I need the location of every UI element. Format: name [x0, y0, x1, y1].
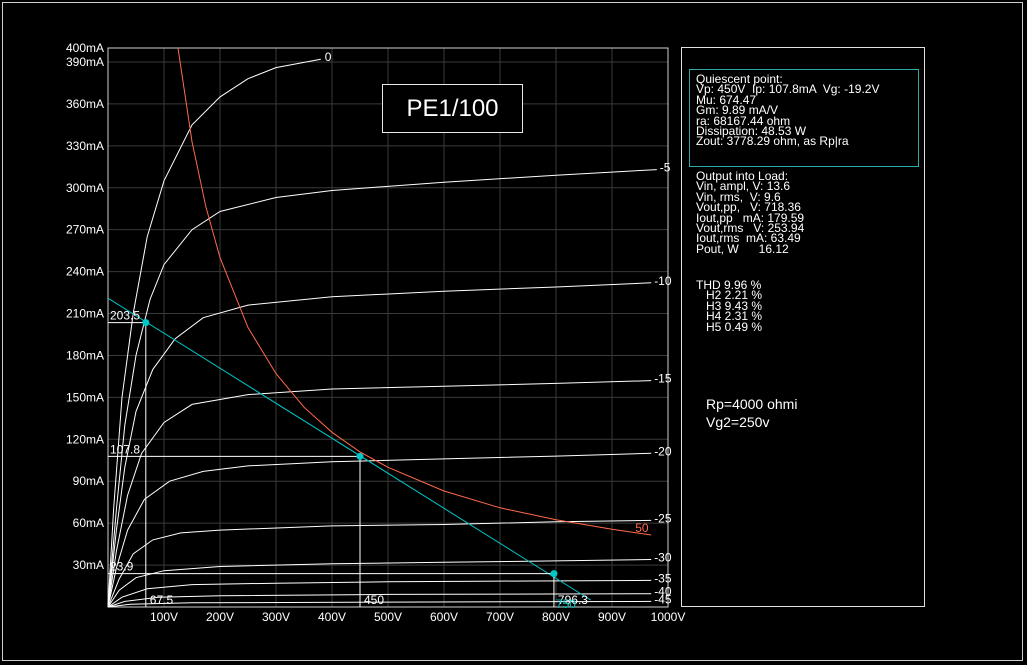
output-heading: Output into Load: [696, 169, 789, 183]
quiescent-line: ra: 68167.44 ohm [696, 113, 791, 128]
quiescent-line: Vp: 450V Ip: 107.8mA Vg: -19.2V [696, 82, 880, 97]
operating-point-marker [142, 319, 150, 327]
x-tick-label: 900V [598, 610, 626, 624]
harmonic-line: H3 9.43 % [696, 298, 763, 313]
output-line: Vin, ampl, V: 13.6 [696, 179, 791, 194]
y-tick-label: 240mA [66, 265, 104, 279]
x-tick-label: 500V [374, 610, 402, 624]
curve-grid-voltage-label: -35 [654, 571, 672, 585]
operating-point-current-label: 23.9 [110, 560, 134, 574]
x-tick-label: 1000V [651, 610, 686, 624]
operating-point-voltage-label-secondary: 750 [556, 597, 576, 611]
quiescent-box [689, 69, 919, 167]
y-tick-label: 300mA [66, 181, 104, 195]
x-tick-label: 200V [206, 610, 234, 624]
rp-label: Rp=4000 ohmi [706, 396, 798, 412]
x-tick-label: 600V [430, 610, 458, 624]
output-line: Iout,pp mA: 179.59 [696, 210, 805, 225]
y-tick-label: 390mA [66, 55, 104, 69]
anode-curve [107, 600, 652, 608]
harmonic-line: H2 2.21 % [696, 288, 763, 303]
chart-title: PE1/100 [382, 84, 523, 133]
harmonic-line: H4 2.31 % [696, 309, 763, 324]
y-tick-label: 330mA [66, 139, 104, 153]
y-tick-label: 270mA [66, 223, 104, 237]
x-tick-label: 100V [150, 610, 178, 624]
operating-point-marker [356, 452, 364, 460]
anode-curve [107, 169, 657, 608]
operating-point-voltage-label: 67.5 [150, 593, 174, 607]
y-tick-label: 90mA [73, 474, 104, 488]
y-tick-label: 400mA [66, 41, 104, 55]
plot-border [107, 47, 669, 608]
dissipation-curve [177, 47, 652, 536]
curve-grid-voltage-label: 0 [325, 50, 332, 64]
output-line: Vout,rms V: 253.94 [696, 221, 805, 235]
x-tick-label: 300V [262, 610, 290, 624]
curve-grid-voltage-label: -15 [654, 372, 672, 386]
y-tick-label: 360mA [66, 97, 104, 111]
dissipation-curve-label: 50 [635, 521, 649, 535]
anode-curve [107, 58, 321, 608]
operating-point-marker [550, 570, 558, 578]
output-line: Iout,rms mA: 63.49 [696, 231, 801, 246]
anode-curve [107, 593, 652, 608]
operating-point-current-label: 107.8 [110, 442, 140, 456]
quiescent-line: Mu: 674.47 [696, 92, 757, 107]
harmonic-line: H5 0.49 % [696, 319, 763, 334]
curve-grid-voltage-label: -25 [654, 511, 672, 525]
anode-curves: 0 -5 -10 -15 -20 -25 -30 -35-40-45 50 [107, 47, 672, 608]
y-tick-label: 180mA [66, 348, 104, 362]
curve-grid-voltage-label: -10 [654, 274, 672, 288]
anode-curve [107, 452, 652, 608]
operating-point-voltage-label: 796.3 [558, 593, 588, 607]
output-line: Vin, rms, V: 9.6 [696, 189, 781, 204]
operating-point-voltage-label: 450 [364, 593, 384, 607]
thd-line: THD 9.96 % [696, 278, 762, 292]
quiescent-line: Zout: 3778.29 ohm, as Rp|ra [696, 134, 849, 149]
anode-curve [107, 579, 652, 608]
x-tick-label: 800V [542, 610, 570, 624]
chart-axes: 100V 200V 300V 400V 500V 600V 700V 800V 900V 1000… [66, 41, 685, 624]
anode-curve [107, 282, 652, 608]
quiescent-line: Dissipation: 48.53 W [696, 124, 807, 138]
curve-grid-voltage-label: -40 [654, 585, 672, 599]
y-tick-label: 210mA [66, 307, 104, 321]
vg2-label: Vg2=250v [706, 414, 770, 430]
anode-curve [107, 380, 652, 608]
curve-grid-voltage-label: -5 [660, 161, 671, 175]
curve-grid-voltage-label: -45 [654, 592, 672, 606]
x-tick-label: 400V [318, 610, 346, 624]
load-line [107, 297, 591, 601]
anode-curve [107, 559, 652, 608]
operating-point-current-label: 203.5 [110, 309, 140, 323]
quiescent-line: Gm: 9.89 mA/V [696, 103, 779, 118]
y-tick-label: 60mA [73, 516, 104, 530]
y-tick-label: 120mA [66, 432, 104, 446]
quiescent-heading: Quiescent point: [696, 72, 783, 86]
y-tick-label: 150mA [66, 390, 104, 404]
curve-grid-voltage-label: -30 [654, 550, 672, 564]
info-panel [681, 47, 925, 607]
x-tick-label: 700V [486, 610, 514, 624]
output-line: Vout,pp, V: 718.36 [696, 200, 801, 215]
curve-grid-voltage-label: -20 [654, 444, 672, 458]
output-line: Pout, W 16.12 [696, 241, 789, 256]
y-tick-label: 30mA [73, 558, 104, 572]
anode-curve [107, 519, 652, 608]
